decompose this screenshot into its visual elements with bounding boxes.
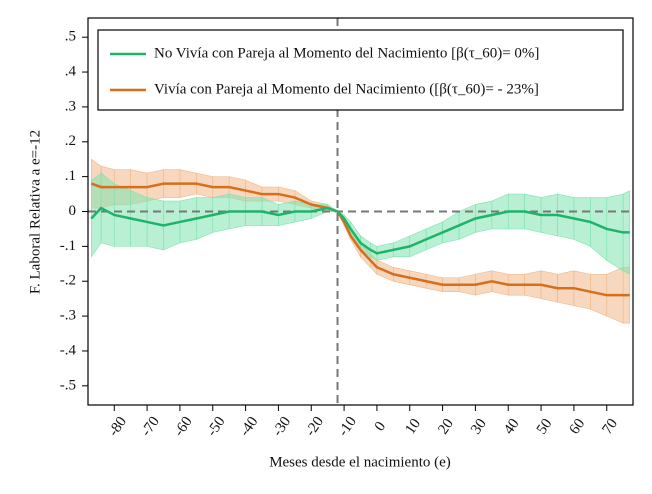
x-tick-label: 60 xyxy=(567,416,589,437)
legend-label: Vivía con Pareja al Momento del Nacimien… xyxy=(154,81,539,97)
y-tick-label: -.1 xyxy=(60,238,76,254)
x-tick-label: 10 xyxy=(402,416,424,437)
x-tick-label: 70 xyxy=(599,416,621,437)
y-tick-label: -.4 xyxy=(60,342,77,358)
x-tick-label: 50 xyxy=(534,416,556,437)
y-tick-label: 0 xyxy=(69,203,77,219)
x-tick-label: -20 xyxy=(303,414,328,440)
y-tick-label: .3 xyxy=(65,98,76,114)
plot-frame xyxy=(87,17,634,406)
x-tick-label: -50 xyxy=(204,414,229,440)
x-tick-label: -30 xyxy=(270,414,295,440)
x-tick-label: -80 xyxy=(106,414,131,440)
x-tick-label: -60 xyxy=(171,414,196,440)
y-tick-label: -.2 xyxy=(60,273,76,289)
series-line xyxy=(90,182,630,297)
legend-label: No Vivía con Pareja al Momento del Nacim… xyxy=(154,45,539,61)
y-tick-label: -.5 xyxy=(60,377,76,393)
series-line xyxy=(90,206,630,255)
y-axis-label: F. Laboral Relativa a e=-12 xyxy=(27,130,43,294)
y-tick-label: .1 xyxy=(65,168,76,184)
x-tick-label: 30 xyxy=(468,416,490,437)
x-tick-label: -10 xyxy=(335,414,360,440)
x-tick-label: -40 xyxy=(237,414,262,440)
legend-box xyxy=(97,29,624,111)
x-tick-label: 20 xyxy=(435,416,457,437)
y-tick-label: .2 xyxy=(65,133,76,149)
x-tick-label: 0 xyxy=(372,419,389,434)
y-tick-label: -.3 xyxy=(60,308,76,324)
x-tick-label: 40 xyxy=(501,416,523,437)
y-tick-label: .5 xyxy=(65,29,76,45)
y-tick-label: .4 xyxy=(65,63,77,79)
x-axis-label: Meses desde el nacimiento (e) xyxy=(269,454,451,470)
x-tick-label: -70 xyxy=(138,414,163,440)
